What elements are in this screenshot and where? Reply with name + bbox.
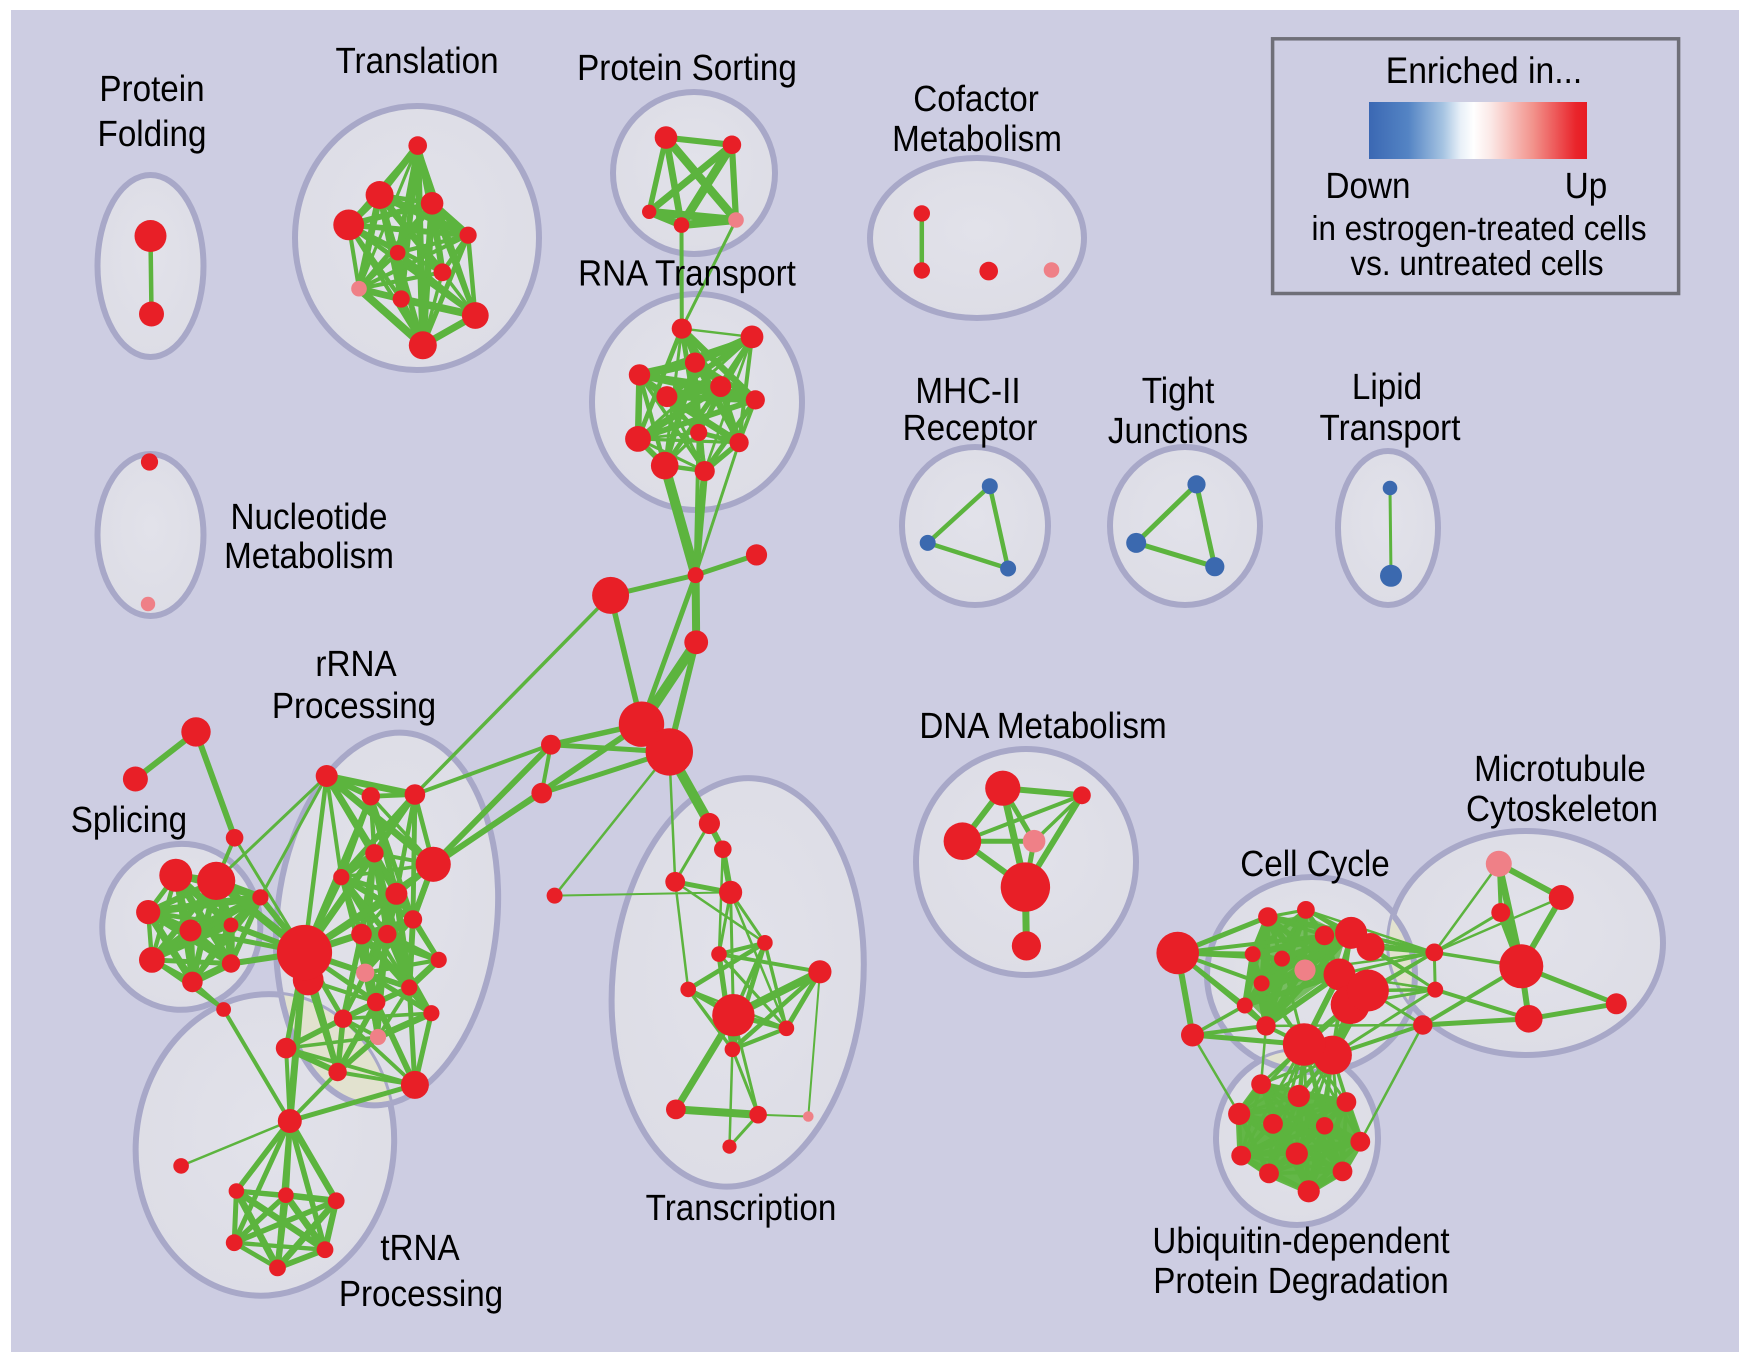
svg-text:rRNA: rRNA bbox=[315, 643, 397, 684]
svg-text:Enriched in...: Enriched in... bbox=[1386, 50, 1583, 91]
svg-text:Cytoskeleton: Cytoskeleton bbox=[1466, 788, 1658, 829]
svg-text:Ubiquitin-dependent: Ubiquitin-dependent bbox=[1152, 1220, 1449, 1261]
svg-text:Protein Sorting: Protein Sorting bbox=[577, 47, 797, 88]
svg-text:DNA Metabolism: DNA Metabolism bbox=[919, 705, 1166, 746]
svg-text:Down: Down bbox=[1326, 165, 1411, 206]
svg-text:Cell Cycle: Cell Cycle bbox=[1240, 843, 1390, 884]
svg-text:Microtubule: Microtubule bbox=[1474, 748, 1646, 789]
svg-text:Junctions: Junctions bbox=[1108, 410, 1248, 451]
svg-text:Processing: Processing bbox=[272, 685, 436, 726]
svg-text:Splicing: Splicing bbox=[71, 799, 187, 840]
svg-text:RNA Transport: RNA Transport bbox=[578, 253, 796, 294]
svg-text:Metabolism: Metabolism bbox=[224, 535, 394, 576]
svg-text:Protein: Protein bbox=[99, 68, 204, 109]
svg-text:Receptor: Receptor bbox=[903, 407, 1038, 448]
svg-text:in estrogen-treated cells: in estrogen-treated cells bbox=[1311, 210, 1646, 248]
svg-text:tRNA: tRNA bbox=[380, 1227, 460, 1268]
svg-text:Tight: Tight bbox=[1142, 370, 1215, 411]
svg-text:Protein Degradation: Protein Degradation bbox=[1153, 1260, 1448, 1301]
svg-text:Translation: Translation bbox=[335, 40, 498, 81]
svg-text:Cofactor: Cofactor bbox=[913, 78, 1039, 119]
svg-text:Processing: Processing bbox=[339, 1273, 503, 1314]
svg-text:MHC-II: MHC-II bbox=[915, 370, 1020, 411]
svg-text:Transcription: Transcription bbox=[646, 1187, 837, 1228]
svg-text:Metabolism: Metabolism bbox=[892, 118, 1062, 159]
svg-text:Up: Up bbox=[1565, 165, 1607, 206]
svg-text:vs. untreated cells: vs. untreated cells bbox=[1350, 245, 1603, 283]
svg-text:Transport: Transport bbox=[1320, 407, 1461, 448]
svg-text:Folding: Folding bbox=[98, 113, 207, 154]
svg-text:Nucleotide: Nucleotide bbox=[231, 496, 388, 537]
svg-text:Lipid: Lipid bbox=[1352, 366, 1422, 407]
